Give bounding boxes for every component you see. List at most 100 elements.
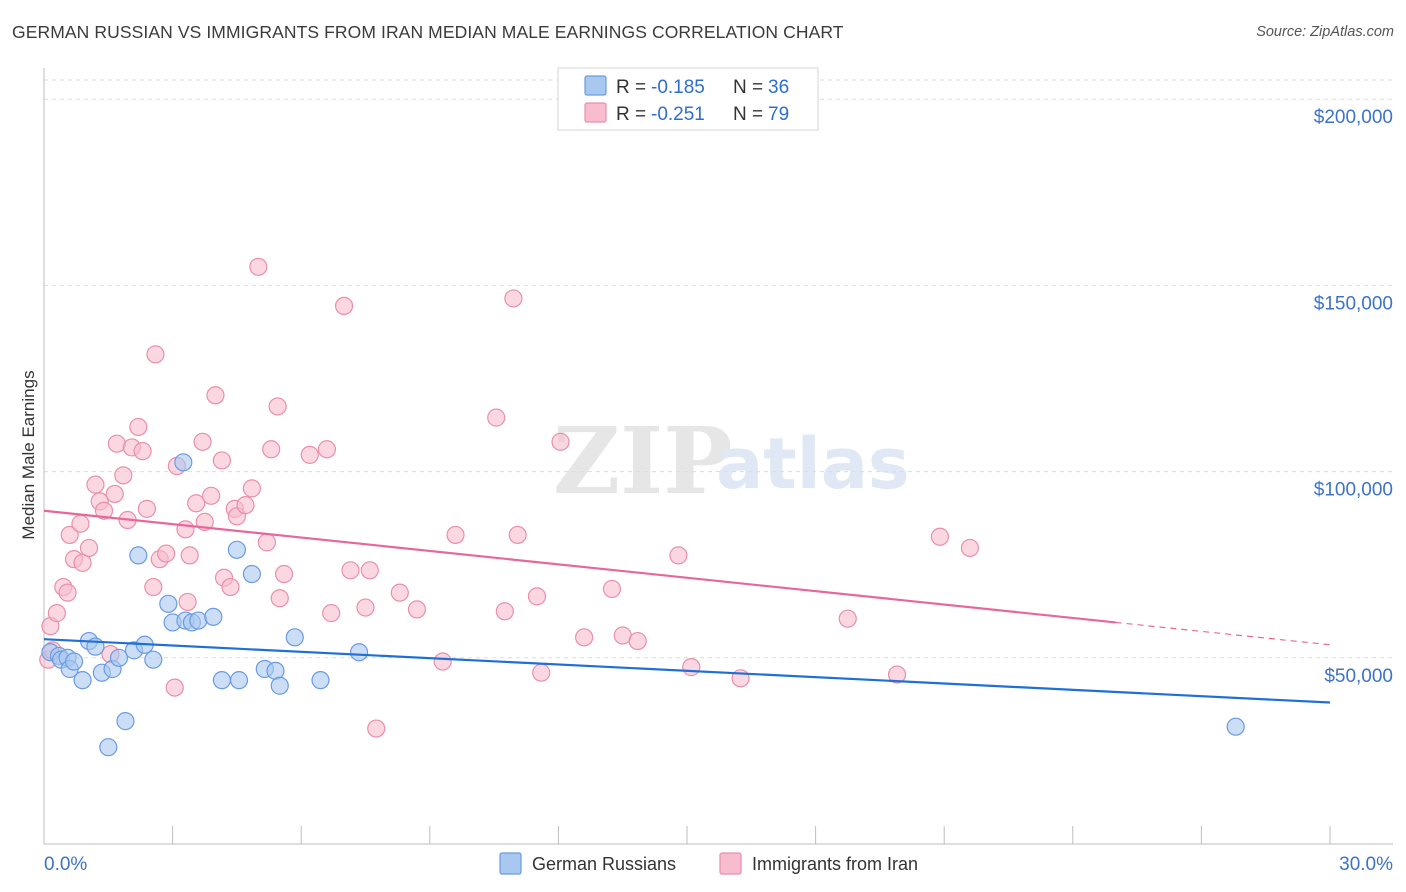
series-legend-swatch-pink <box>719 852 742 875</box>
german-russian-point <box>174 453 193 472</box>
legend-n-value-2: 79 <box>768 104 789 125</box>
german-russian-point <box>349 643 369 662</box>
trend-line-german-russians <box>43 638 1331 704</box>
trend-lines <box>43 509 1331 704</box>
iran-immigrant-point <box>322 604 341 623</box>
series-legend: German Russians Immigrants from Iran <box>499 852 918 875</box>
iran-immigrant-point <box>446 525 465 545</box>
german-russian-point <box>212 671 231 690</box>
iran-immigrant-point <box>360 561 379 580</box>
german-russian-point <box>204 607 223 626</box>
iran-immigrant-point <box>268 397 287 416</box>
german-russian-point <box>242 564 262 584</box>
x-tick-labels: 0.0% 30.0% <box>44 854 1393 875</box>
iran-immigrant-point <box>146 345 165 364</box>
watermark-atlas: atlas <box>716 423 910 505</box>
iran-immigrant-point <box>390 583 409 602</box>
iran-immigrant-point <box>407 600 427 619</box>
y-tick-label: $150,000 <box>1314 293 1393 314</box>
legend-n-value-1: 36 <box>768 77 789 98</box>
iran-immigrant-point <box>94 501 114 520</box>
iran-immigrant-point <box>202 486 221 505</box>
iran-immigrant-point <box>165 678 184 697</box>
stats-legend: R = -0.185 N = 36 R = -0.251 N = 79 <box>557 67 819 131</box>
iran-immigrant-point <box>187 494 206 513</box>
y-tick-label: $50,000 <box>1324 666 1393 687</box>
german-russian-point <box>285 628 304 647</box>
watermark-zip: ZIP <box>553 407 732 515</box>
axes <box>43 68 1393 845</box>
german-russian-point <box>99 738 118 757</box>
iran-immigrant-point <box>79 538 99 558</box>
german-russian-point <box>129 546 148 565</box>
series-legend-label-pink: Immigrants from Iran <box>752 854 918 874</box>
german-russian-point <box>144 650 163 669</box>
iran-immigrant-point <box>114 466 133 485</box>
iran-immigrant-point <box>930 527 950 546</box>
y-tick-label: $200,000 <box>1314 107 1393 128</box>
legend-n-label-1: N = <box>733 77 763 98</box>
iran-immigrant-point <box>334 296 354 316</box>
iran-immigrant-point <box>144 577 163 597</box>
iran-immigrant-point <box>47 604 66 623</box>
series-immigrants-from-iran-points <box>39 257 980 738</box>
iran-immigrant-point <box>532 663 551 682</box>
y-axis-title: Median Male Earnings <box>19 370 38 539</box>
german-russian-point <box>64 652 84 671</box>
iran-immigrant-point <box>206 386 225 405</box>
iran-immigrant-point <box>58 583 77 602</box>
y-tick-label: $100,000 <box>1314 480 1393 501</box>
x-tick-label: 30.0% <box>1339 854 1393 875</box>
iran-immigrant-point <box>262 440 281 459</box>
iran-immigrant-point <box>356 598 375 617</box>
iran-immigrant-point <box>180 546 199 565</box>
iran-immigrant-point <box>433 652 452 671</box>
iran-immigrant-point <box>495 602 514 621</box>
iran-immigrant-point <box>86 475 105 494</box>
iran-immigrant-point <box>178 592 197 612</box>
iran-immigrant-point <box>367 719 386 738</box>
german-russian-point <box>159 594 178 613</box>
iran-immigrant-point <box>176 520 195 539</box>
iran-immigrant-point <box>504 289 523 308</box>
iran-immigrant-point <box>628 631 647 651</box>
iran-immigrant-point <box>341 561 360 580</box>
iran-immigrant-point <box>270 589 289 608</box>
german-russian-point <box>227 540 246 559</box>
iran-immigrant-point <box>575 628 594 647</box>
y-tick-labels: $50,000 $100,000 $150,000 $200,000 <box>1314 107 1393 687</box>
iran-immigrant-point <box>157 544 176 563</box>
legend-r-value-1: -0.185 <box>651 77 705 98</box>
x-ticks <box>43 826 1331 844</box>
iran-immigrant-point <box>527 587 547 606</box>
iran-immigrant-point <box>669 546 688 565</box>
legend-r-label-1: R = <box>616 77 646 98</box>
iran-immigrant-point <box>137 499 156 518</box>
iran-immigrant-point <box>236 496 255 515</box>
iran-immigrant-point <box>133 442 152 461</box>
iran-immigrant-point <box>551 432 570 451</box>
legend-r-value-2: -0.251 <box>651 104 705 125</box>
german-russian-point <box>73 671 92 690</box>
german-russian-point <box>311 671 330 690</box>
series-legend-swatch-blue <box>499 852 522 875</box>
iran-immigrant-point <box>602 579 622 599</box>
german-russian-point <box>270 676 289 695</box>
iran-immigrant-point <box>274 564 294 584</box>
series-legend-label-blue: German Russians <box>532 854 676 874</box>
iran-immigrant-point <box>249 257 268 276</box>
iran-immigrant-point <box>107 434 126 453</box>
trend-line-immigrants-from-iran <box>43 509 1116 624</box>
legend-r-label-2: R = <box>616 104 646 125</box>
german-russian-point <box>109 648 129 667</box>
german-russian-point <box>229 671 249 690</box>
iran-immigrant-point <box>242 479 262 498</box>
iran-immigrant-point <box>887 665 907 684</box>
trend-line-extension <box>1115 621 1331 646</box>
legend-n-label-2: N = <box>733 104 763 125</box>
iran-immigrant-point <box>317 440 337 459</box>
iran-immigrant-point <box>300 445 319 464</box>
iran-immigrant-point <box>60 525 79 545</box>
german-russian-point <box>1226 717 1245 736</box>
